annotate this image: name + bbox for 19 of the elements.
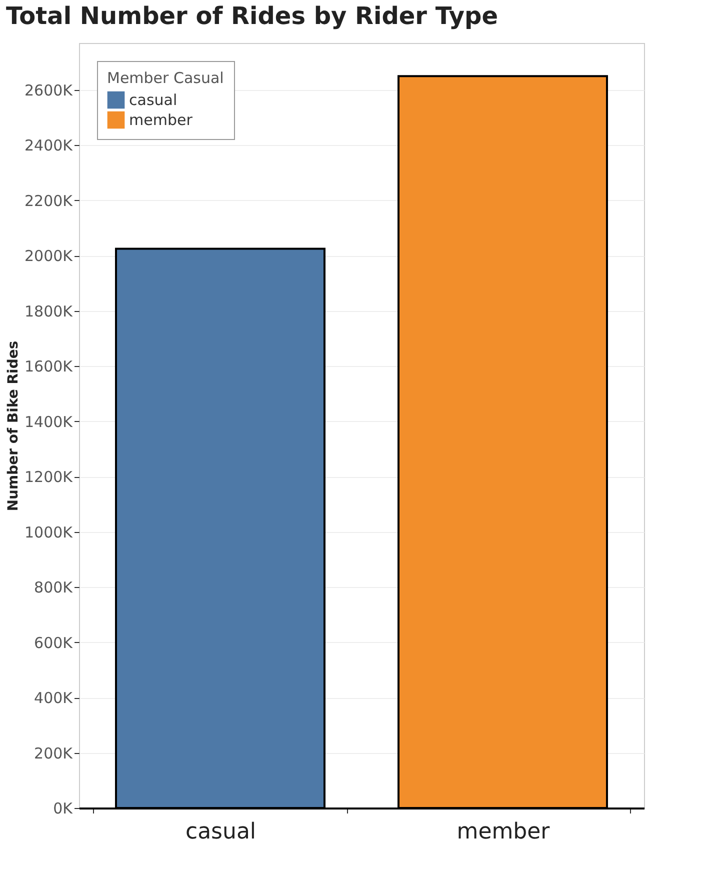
y-tick-label: 400K bbox=[34, 689, 74, 708]
y-tick-label: 1400K bbox=[24, 412, 74, 431]
y-tick-label: 2000K bbox=[24, 247, 74, 266]
y-tick-label: 1600K bbox=[24, 358, 74, 376]
legend-label: member bbox=[129, 111, 194, 129]
y-tick-label: 200K bbox=[34, 744, 74, 762]
y-tick-label: 1800K bbox=[24, 302, 74, 320]
y-tick-label: 800K bbox=[34, 578, 74, 597]
legend-title: Member Casual bbox=[107, 69, 224, 87]
y-tick-label: 1200K bbox=[24, 468, 74, 486]
y-tick-label: 2600K bbox=[24, 81, 74, 100]
y-axis-title: Number of Bike Rides bbox=[5, 340, 22, 512]
y-tick-label: 1000K bbox=[24, 523, 74, 542]
y-tick-label: 2200K bbox=[24, 192, 74, 210]
chart-title: Total Number of Rides by Rider Type bbox=[6, 2, 498, 30]
y-tick-label: 2400K bbox=[24, 136, 74, 155]
y-tick-label: 0K bbox=[53, 800, 74, 818]
y-tick-label: 600K bbox=[34, 634, 74, 652]
legend-label: casual bbox=[129, 91, 178, 109]
